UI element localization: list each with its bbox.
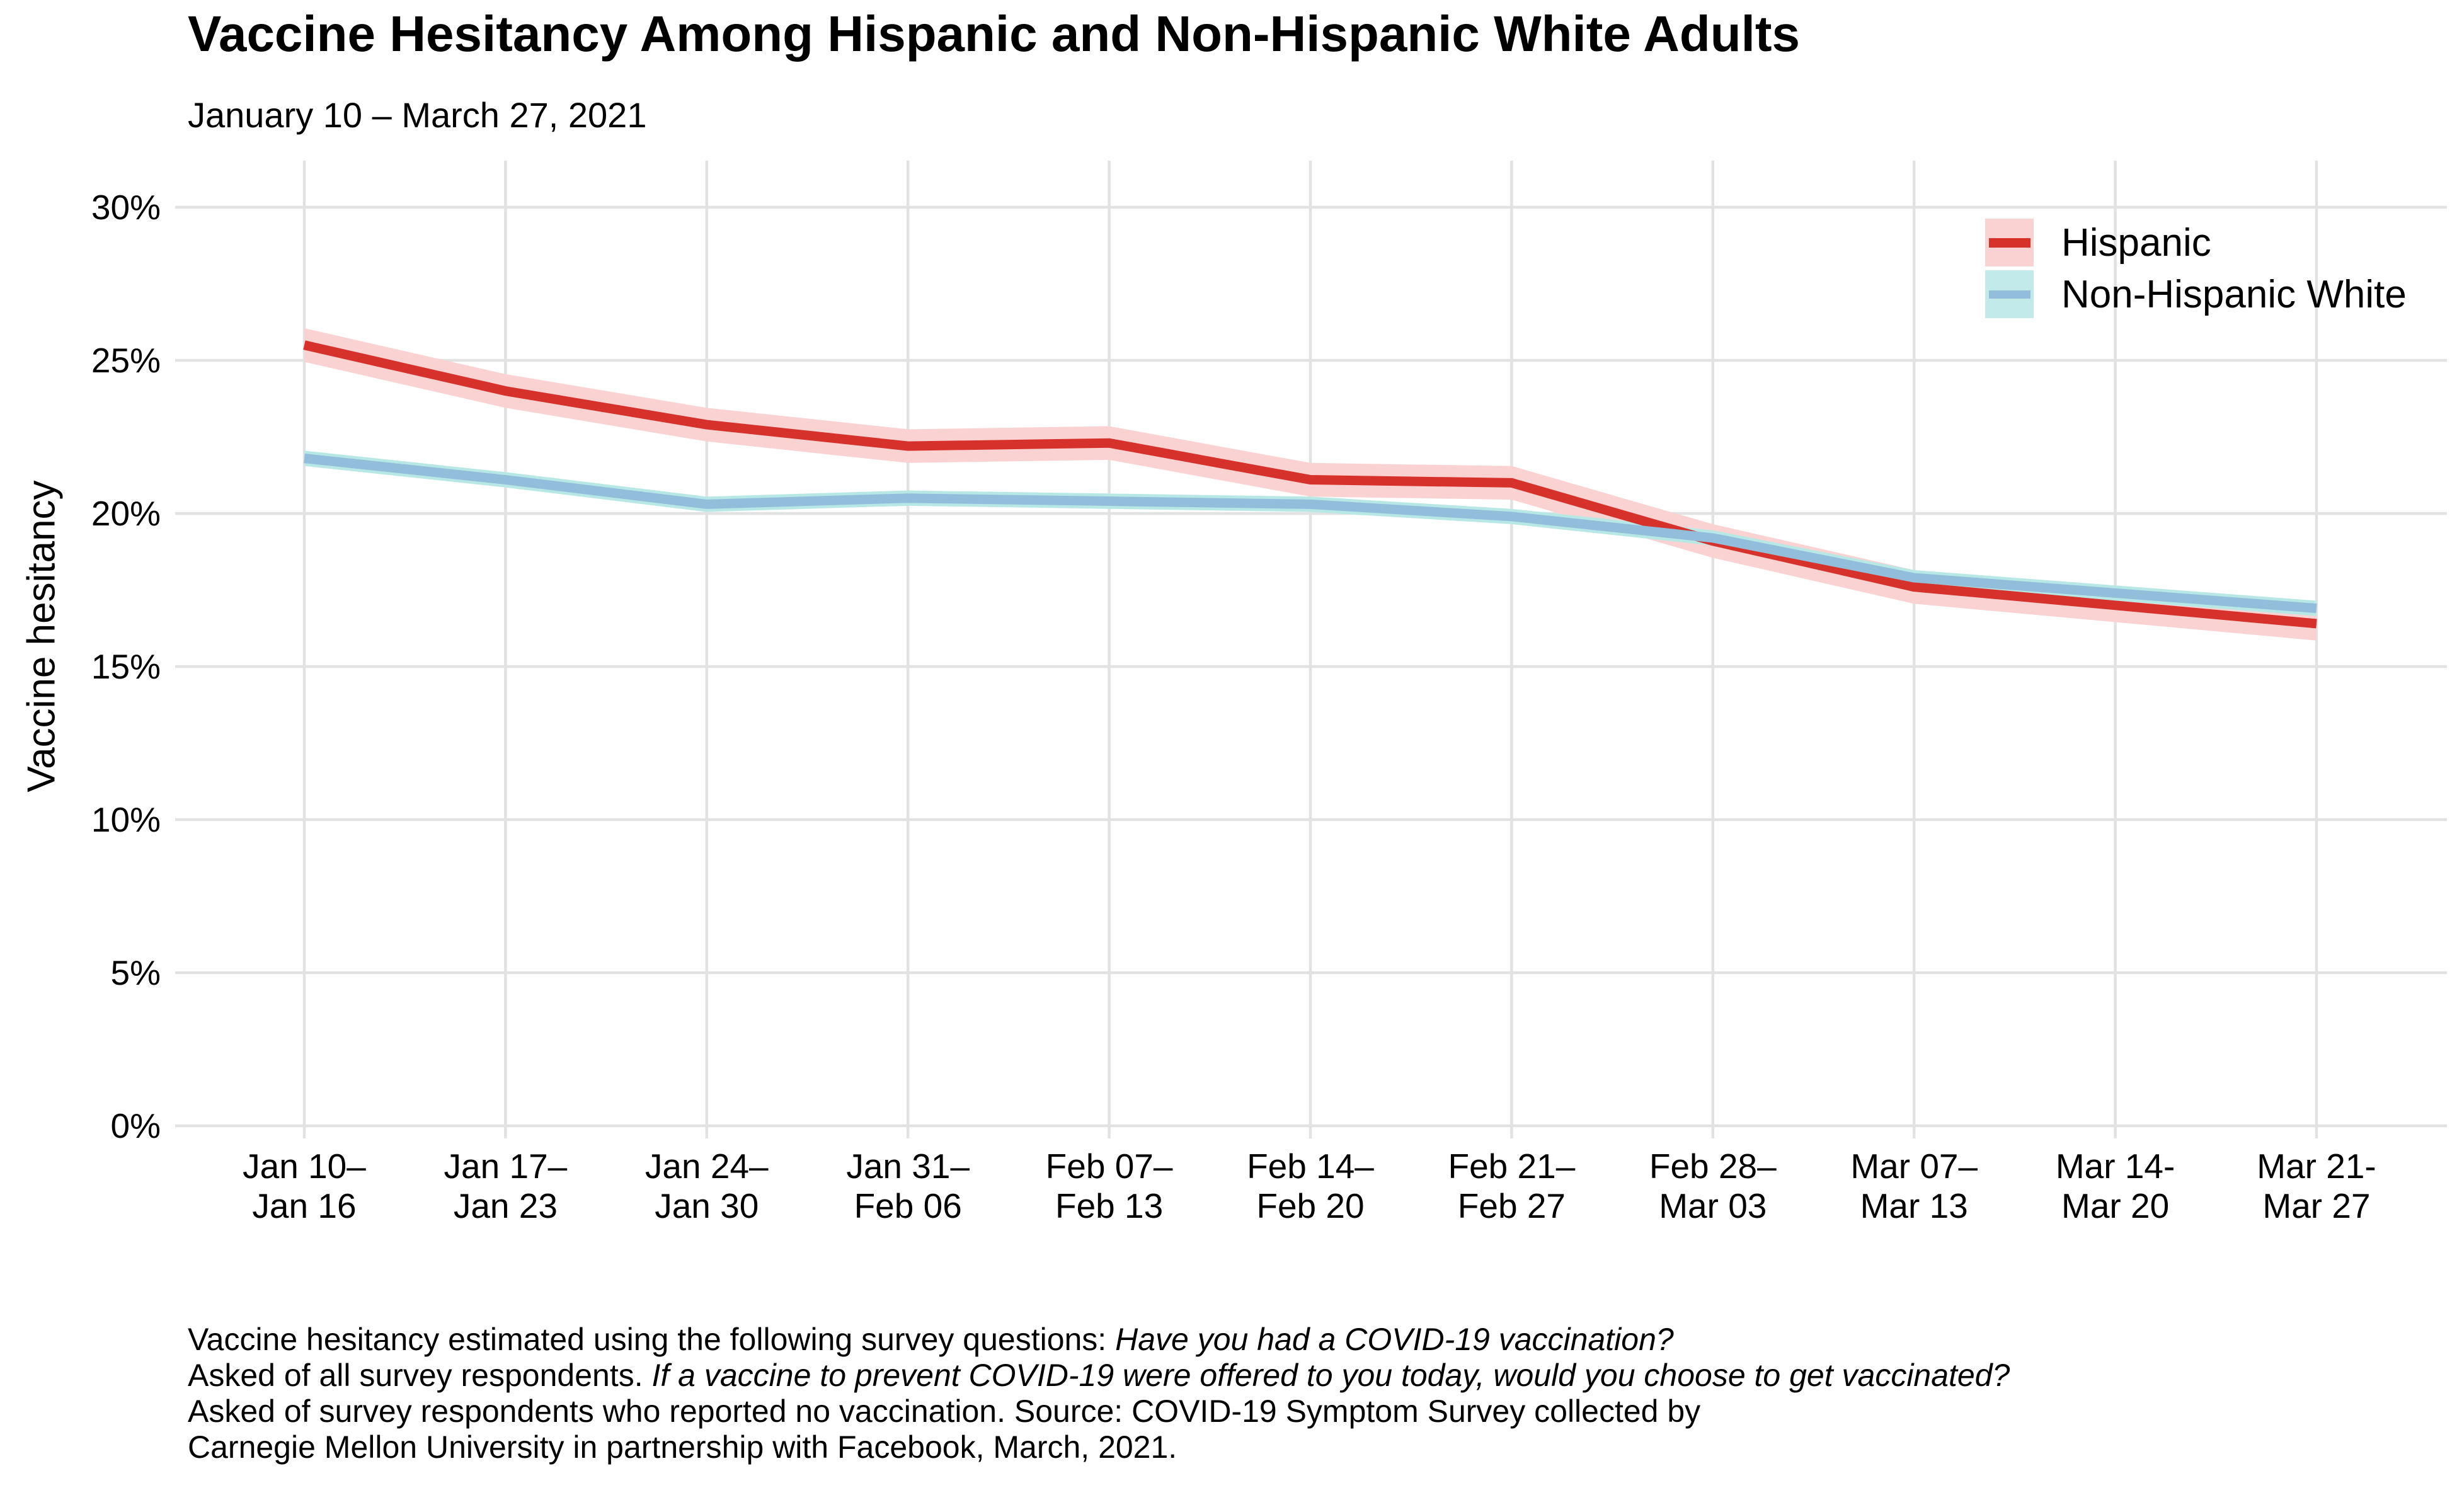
x-tick-label-line2: Feb 13	[1055, 1186, 1163, 1225]
x-tick-label-line1: Feb 07–	[1046, 1147, 1173, 1186]
caption-line-2-italic: If a vaccine to prevent COVID-19 were of…	[651, 1358, 2010, 1393]
legend-item-hispanic: Hispanic	[1985, 219, 2407, 266]
x-tick-label-line2: Feb 06	[854, 1186, 962, 1225]
x-tick-label-line1: Feb 14–	[1247, 1147, 1374, 1186]
non-hispanic-white-line-icon	[1988, 290, 2030, 299]
caption-line-1: Vaccine hesitancy estimated using the fo…	[188, 1322, 2010, 1358]
x-tick-label-line1: Feb 21–	[1448, 1147, 1575, 1186]
x-tick-label-line1: Jan 24–	[645, 1147, 769, 1186]
x-tick-label-line1: Jan 31–	[846, 1147, 970, 1186]
series-line-hispanic	[303, 340, 2317, 629]
x-tick-label-line1: Jan 10–	[243, 1147, 366, 1186]
chart-title: Vaccine Hesitancy Among Hispanic and Non…	[188, 6, 1800, 62]
legend-item-non-hispanic-white: Non-Hispanic White	[1985, 270, 2407, 318]
caption-line-1-italic: Have you had a COVID-19 vaccination?	[1115, 1322, 1674, 1357]
chart-subtitle: January 10 – March 27, 2021	[188, 95, 647, 135]
legend-label-hispanic: Hispanic	[2061, 220, 2211, 265]
x-tick-label-line2: Feb 20	[1256, 1186, 1364, 1225]
x-tick-label-line1: Feb 28–	[1649, 1147, 1777, 1186]
caption-line-2: Asked of all survey respondents. If a va…	[188, 1358, 2010, 1394]
hispanic-line-icon	[1988, 238, 2030, 248]
ci-band-non-hispanic-white	[304, 450, 2317, 616]
legend-key-hispanic-swatch	[1985, 219, 2034, 266]
x-tick-label-line2: Jan 23	[454, 1186, 558, 1225]
x-tick-label-line2: Mar 13	[1860, 1186, 1968, 1225]
y-tick-label: 25%	[91, 341, 161, 380]
caption-line-1-regular: Vaccine hesitancy estimated using the fo…	[188, 1322, 1116, 1357]
y-tick-label: 20%	[91, 494, 161, 533]
x-tick-label-line2: Feb 27	[1458, 1186, 1566, 1225]
y-tick-label: 0%	[111, 1106, 161, 1145]
y-tick-label: 5%	[111, 953, 161, 992]
y-tick-label: 30%	[91, 188, 161, 227]
x-tick-label-line1: Mar 21-	[2257, 1147, 2376, 1186]
caption: Vaccine hesitancy estimated using the fo…	[188, 1322, 2010, 1465]
x-tick-label-line2: Jan 30	[655, 1186, 759, 1225]
y-tick-label: 15%	[91, 647, 161, 686]
series-line-non-hispanic-white	[304, 454, 2317, 614]
legend: Hispanic Non-Hispanic White	[1985, 219, 2407, 318]
x-tick-label-line1: Mar 14-	[2056, 1147, 2175, 1186]
y-tick-label: 10%	[91, 800, 161, 839]
legend-key-non-hispanic-white-swatch	[1985, 270, 2034, 318]
x-tick-label-line1: Jan 17–	[444, 1147, 568, 1186]
x-tick-label-line2: Mar 03	[1659, 1186, 1767, 1225]
x-tick-label-line2: Mar 20	[2061, 1186, 2169, 1225]
caption-line-2-regular: Asked of all survey respondents.	[188, 1358, 652, 1393]
x-tick-label-line1: Mar 07–	[1850, 1147, 1978, 1186]
x-tick-label-line2: Jan 16	[252, 1186, 356, 1225]
caption-line-4: Carnegie Mellon University in partnershi…	[188, 1429, 1177, 1465]
x-tick-label-line2: Mar 27	[2262, 1186, 2370, 1225]
caption-line-3: Asked of survey respondents who reported…	[188, 1394, 1701, 1429]
legend-label-non-hispanic-white: Non-Hispanic White	[2061, 272, 2407, 316]
